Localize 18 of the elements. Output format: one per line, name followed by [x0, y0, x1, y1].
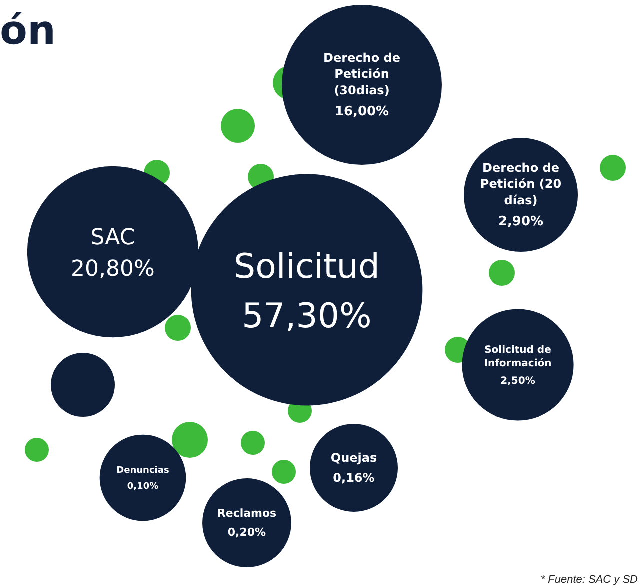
category-label: Derecho de Petición (20 días) [480, 160, 562, 208]
data-label: 0,10% [127, 482, 159, 492]
data-label: 57,30% [242, 296, 372, 336]
category-label: Reclamos [217, 507, 278, 520]
data-label: 20,80% [71, 257, 155, 282]
data-label: 16,00% [334, 104, 390, 120]
category-label: Solicitud [234, 247, 380, 288]
category-label: Solicitud de Información [484, 344, 552, 370]
text: ón [0, 8, 56, 54]
data-label: 2,90% [498, 214, 544, 230]
data-label: 0,16% [333, 471, 375, 485]
category-label: SAC [90, 225, 136, 250]
text: * Fuente: SAC y SD [540, 574, 638, 586]
data-label: 0,20% [228, 526, 266, 539]
category-label: Denuncias [116, 466, 170, 476]
data-label: 2,50% [500, 376, 536, 387]
category-label: Quejas [330, 450, 378, 465]
category-label: Derecho de Petición (30dias) [324, 50, 400, 98]
